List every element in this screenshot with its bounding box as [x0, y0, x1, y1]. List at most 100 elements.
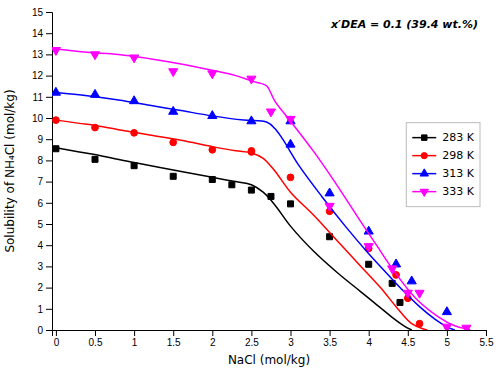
y-tick-mark: [46, 288, 52, 289]
x-tick-mark: [95, 330, 96, 336]
y-tick: 11: [33, 92, 52, 103]
x-tick-label: 1.5: [167, 337, 181, 348]
y-tick: 6: [37, 198, 52, 209]
y-tick-label: 6: [37, 198, 43, 209]
legend-item: 313 K: [412, 167, 474, 180]
legend-marker: [422, 135, 427, 140]
x-axis: 0 0.5 1 1.5 2 2.5 3 3.5 4 4.5 5 5.5: [53, 330, 494, 348]
x-tick-label: 4: [366, 337, 372, 348]
data-point: [208, 111, 217, 119]
y-tick-mark: [46, 139, 52, 140]
x-tick-mark: [251, 330, 252, 336]
data-point: [266, 109, 275, 117]
y-tick: 15: [32, 7, 52, 18]
x-tick-mark: [486, 330, 487, 336]
legend-item: 283 K: [412, 131, 474, 144]
data-point: [325, 203, 334, 211]
y-tick-label: 5: [37, 219, 43, 230]
y-tick-mark: [46, 160, 52, 161]
annotation: x′DEA = 0.1 (39.4 wt.%): [330, 18, 478, 31]
x-tick-label: 5.5: [480, 337, 494, 348]
x-tick-label: 0: [54, 337, 60, 348]
y-tick: 13: [32, 49, 52, 60]
legend-item: 298 K: [412, 149, 474, 162]
x-tick-mark: [369, 330, 370, 336]
data-point: [287, 174, 294, 181]
plot: 00.511.522.533.544.555.50123456789101112…: [32, 7, 494, 348]
legend-marker: [420, 169, 428, 176]
y-tick: 5: [37, 219, 52, 230]
y-tick-mark: [46, 76, 52, 77]
legend-marker: [420, 189, 428, 196]
x-tick-label: 1: [132, 337, 138, 348]
y-axis-title: Solubility of NH₄Cl (mol/kg): [3, 89, 17, 252]
y-tick-label: 7: [37, 176, 43, 187]
data-point: [92, 156, 98, 162]
series-points: [52, 87, 451, 314]
y-tick-mark: [46, 54, 52, 55]
x-tick-label: 2: [210, 337, 216, 348]
series-line: [56, 120, 427, 330]
y-tick: 4: [37, 240, 52, 251]
y-tick: 14: [32, 28, 52, 39]
x-tick-label: 0.5: [89, 337, 103, 348]
y-tick-label: 11: [33, 92, 44, 103]
legend: 283 K298 K313 K333 K: [406, 123, 480, 207]
x-tick: 5.5: [480, 330, 494, 348]
x-tick: 1: [132, 330, 138, 348]
x-tick-mark: [212, 330, 213, 336]
x-tick: 4: [366, 330, 372, 348]
legend-frame: [406, 123, 480, 207]
series-points: [53, 117, 423, 327]
x-tick-label: 4.5: [401, 337, 415, 348]
legend-label: 313 K: [442, 167, 474, 180]
y-tick-mark: [46, 118, 52, 119]
x-tick-mark: [408, 330, 409, 336]
y-tick-mark: [46, 266, 52, 267]
x-tick-label: 5: [445, 337, 451, 348]
x-tick-mark: [56, 330, 57, 336]
x-tick: 5: [445, 330, 451, 348]
y-tick-label: 13: [32, 49, 44, 60]
y-tick: 8: [37, 155, 52, 166]
x-tick-mark: [291, 330, 292, 336]
y-tick-mark: [46, 203, 52, 204]
y-tick-mark: [46, 97, 52, 98]
y-tick-label: 8: [37, 155, 43, 166]
y-tick-label: 15: [32, 7, 44, 18]
y-tick-mark: [46, 330, 52, 331]
y-tick: 0: [37, 325, 52, 336]
y-tick-mark: [46, 33, 52, 34]
x-tick: 3: [288, 330, 294, 348]
y-tick: 2: [37, 282, 52, 293]
x-tick-mark: [447, 330, 448, 336]
x-tick: 3.5: [323, 330, 337, 348]
data-point: [415, 290, 424, 298]
data-point: [364, 244, 373, 252]
y-tick-label: 9: [37, 134, 43, 145]
data-point: [325, 188, 334, 196]
data-point: [366, 261, 372, 267]
data-point: [442, 324, 451, 330]
data-point: [407, 276, 416, 284]
y-tick-label: 10: [32, 113, 44, 124]
x-tick: 1.5: [167, 330, 181, 348]
y-tick: 9: [37, 134, 52, 145]
data-point: [288, 201, 294, 207]
y-tick-mark: [46, 245, 52, 246]
y-tick-mark: [46, 182, 52, 183]
x-tick: 2.5: [245, 330, 259, 348]
legend-label: 283 K: [442, 131, 474, 144]
y-tick-label: 3: [37, 261, 43, 272]
data-point: [169, 69, 178, 77]
chart-svg: 00.511.522.533.544.555.50123456789101112…: [0, 0, 500, 372]
data-point: [397, 299, 403, 305]
y-tick-label: 2: [37, 282, 43, 293]
y-tick: 3: [37, 261, 52, 272]
series-line: [56, 93, 455, 330]
x-tick-label: 3.5: [323, 337, 337, 348]
x-tick: 0.5: [89, 330, 103, 348]
y-tick-label: 0: [37, 325, 43, 336]
x-tick-label: 2.5: [245, 337, 259, 348]
x-tick: 2: [210, 330, 216, 348]
